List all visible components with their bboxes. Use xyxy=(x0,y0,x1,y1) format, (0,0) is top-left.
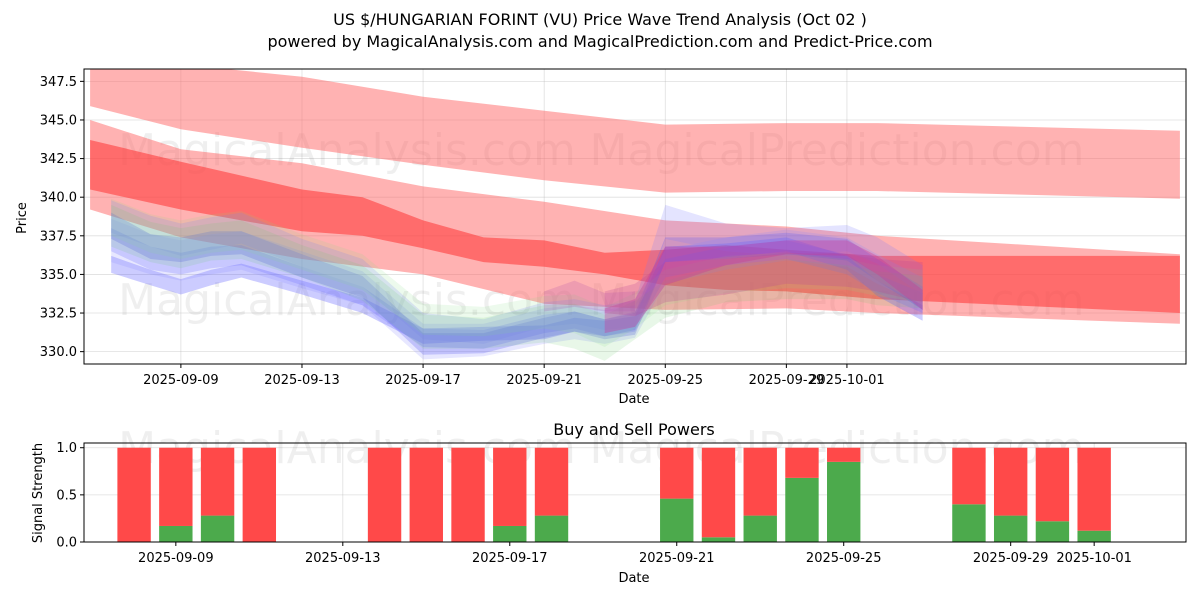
wave-band-green-2 xyxy=(111,198,923,347)
wave-band-blue-2 xyxy=(111,228,923,349)
sell-power-bar xyxy=(743,447,777,516)
sell-power-bar xyxy=(200,447,235,516)
power-y-tick-label: 0.0 xyxy=(56,536,77,551)
main-plot-frame xyxy=(83,68,1187,365)
power-x-axis-label: Date xyxy=(618,571,649,586)
main-x-tick-label: 2025-10-01 xyxy=(809,373,885,388)
wave-band-purple-2 xyxy=(604,252,923,317)
power-x-tick-label: 2025-09-09 xyxy=(138,551,214,566)
sell-power-bar xyxy=(993,447,1028,516)
sell-power-bar xyxy=(952,447,986,505)
power-chart-title: Buy and Sell Powers xyxy=(553,420,715,439)
main-y-tick-label: 335.0 xyxy=(40,268,77,283)
main-x-tick-label: 2025-09-13 xyxy=(264,373,340,388)
main-y-tick-label: 345.0 xyxy=(40,113,77,128)
sell-power-bar xyxy=(701,447,736,538)
wave-band-purple-1 xyxy=(604,240,923,334)
red-band-upper-wave xyxy=(90,69,1180,199)
power-y-tick-label: 0.5 xyxy=(56,488,77,503)
sell-power-bar xyxy=(242,447,277,542)
power-x-tick-label: 2025-09-13 xyxy=(305,551,381,566)
sell-power-bar xyxy=(827,447,861,462)
sell-power-bar xyxy=(159,447,193,526)
buy-power-bar xyxy=(493,525,527,542)
sell-power-bar xyxy=(409,447,443,542)
power-x-tick-label: 2025-09-21 xyxy=(639,551,715,566)
wave-band-blue-3 xyxy=(111,212,923,355)
power-x-tick-label: 2025-09-17 xyxy=(472,551,548,566)
main-chart-title: US $/HUNGARIAN FORINT (VU) Price Wave Tr… xyxy=(333,10,867,29)
buy-power-bar xyxy=(200,515,235,542)
wave-band-blue-4 xyxy=(111,200,923,344)
main-x-tick-label: 2025-09-21 xyxy=(506,373,582,388)
sell-power-bar xyxy=(451,447,485,542)
main-y-tick-label: 330.0 xyxy=(40,345,77,360)
buy-power-bar xyxy=(1077,530,1111,542)
buy-power-bar xyxy=(827,461,861,542)
power-y-axis-label: Signal Strength xyxy=(31,443,46,543)
main-x-tick-label: 2025-09-17 xyxy=(385,373,461,388)
buy-power-bar xyxy=(1035,521,1070,542)
power-x-tick-label: 2025-09-25 xyxy=(806,551,882,566)
red-band-core-wave xyxy=(90,140,1180,313)
price-wave-plot: MagicalAnalysis.comMagicalPrediction.com… xyxy=(40,68,1187,388)
main-chart-subtitle: powered by MagicalAnalysis.com and Magic… xyxy=(267,32,932,51)
main-y-tick-label: 332.5 xyxy=(40,307,77,322)
main-y-tick-label: 342.5 xyxy=(40,152,77,167)
buy-sell-power-plot: MagicalAnalysis.comMagicalPrediction.com… xyxy=(56,423,1187,566)
buy-power-bar xyxy=(159,525,193,542)
main-x-tick-label: 2025-09-09 xyxy=(143,373,219,388)
power-x-tick-label: 2025-10-01 xyxy=(1056,551,1132,566)
buy-power-bar xyxy=(701,537,736,542)
buy-power-bar xyxy=(534,515,569,542)
sell-power-bar xyxy=(1077,447,1111,531)
buy-power-bar xyxy=(743,515,777,542)
main-x-tick-label: 2025-09-25 xyxy=(627,373,703,388)
main-y-tick-label: 337.5 xyxy=(40,229,77,244)
wave-band-green-1 xyxy=(111,204,923,361)
buy-power-bar xyxy=(952,504,986,542)
buy-power-bar xyxy=(785,477,819,542)
power-x-tick-label: 2025-09-29 xyxy=(973,551,1049,566)
sell-power-bar xyxy=(117,447,151,542)
buy-power-bar xyxy=(993,515,1028,542)
sell-power-bar xyxy=(534,447,569,516)
wave-band-purple-3 xyxy=(544,280,635,312)
power-y-tick-label: 1.0 xyxy=(56,441,77,456)
main-y-tick-label: 347.5 xyxy=(40,75,77,90)
main-y-tick-label: 340.0 xyxy=(40,191,77,206)
sell-power-bar xyxy=(660,447,694,499)
wave-band-blue-5 xyxy=(111,218,923,360)
sell-power-bar xyxy=(493,447,527,526)
power-plot-frame xyxy=(83,442,1187,543)
main-y-axis-label: Price xyxy=(15,202,30,234)
main-x-tick-label: 2025-09-29 xyxy=(749,373,825,388)
buy-power-bar xyxy=(660,498,694,542)
sell-power-bar xyxy=(785,447,819,478)
sell-power-bar xyxy=(1035,447,1070,522)
sell-power-bar xyxy=(367,447,402,542)
main-x-axis-label: Date xyxy=(618,392,649,407)
